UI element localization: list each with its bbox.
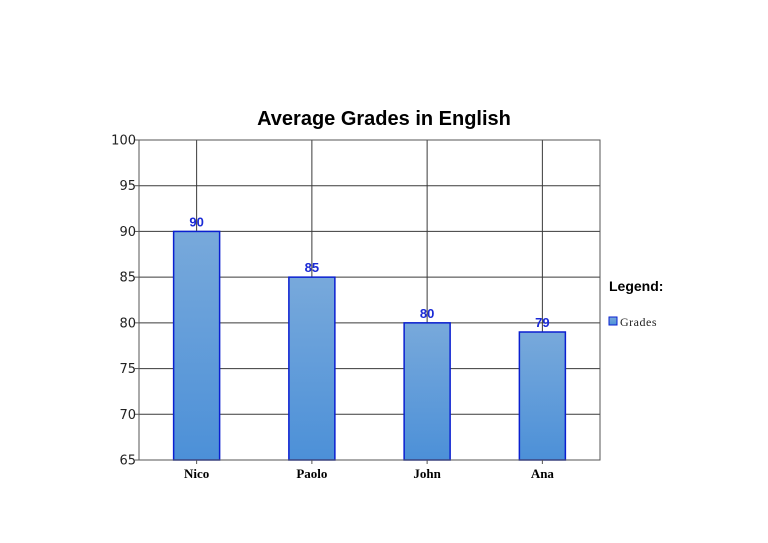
x-tick-label-ana: Ana <box>531 466 555 481</box>
data-label-john: 80 <box>420 306 434 321</box>
y-tick-label: 100 <box>111 134 136 149</box>
bars <box>172 230 567 461</box>
legend: Legend: Grades <box>608 278 663 329</box>
bar-nico <box>172 230 221 461</box>
y-tick-label: 80 <box>119 316 136 331</box>
chart-title: Average Grades in English <box>257 108 511 130</box>
y-tick-label: 90 <box>119 225 136 240</box>
data-label-nico: 90 <box>189 214 203 229</box>
bar-ana <box>518 331 567 461</box>
bar-paolo <box>288 276 336 461</box>
data-label-ana: 79 <box>535 315 549 330</box>
y-tick-label: 75 <box>119 362 136 377</box>
y-axis-ticks: 65 70 75 80 85 90 95 100 <box>111 134 139 469</box>
x-tick-label-john: John <box>413 466 441 481</box>
x-tick-label-paolo: Paolo <box>296 466 327 481</box>
legend-label-grades: Grades <box>620 315 657 329</box>
y-tick-label: 70 <box>119 408 136 423</box>
plot-frame <box>138 139 601 461</box>
legend-swatch-grades <box>608 316 618 326</box>
x-axis-ticks: Nico Paolo John Ana <box>184 460 554 481</box>
y-tick-label: 95 <box>119 179 136 194</box>
x-tick-label-nico: Nico <box>184 466 209 481</box>
data-labels: 90 85 80 79 <box>189 214 549 330</box>
legend-title: Legend: <box>609 278 663 294</box>
bar-john <box>403 322 451 461</box>
data-label-paolo: 85 <box>305 260 319 275</box>
y-tick-label: 65 <box>119 454 136 469</box>
y-tick-label: 85 <box>119 271 136 286</box>
